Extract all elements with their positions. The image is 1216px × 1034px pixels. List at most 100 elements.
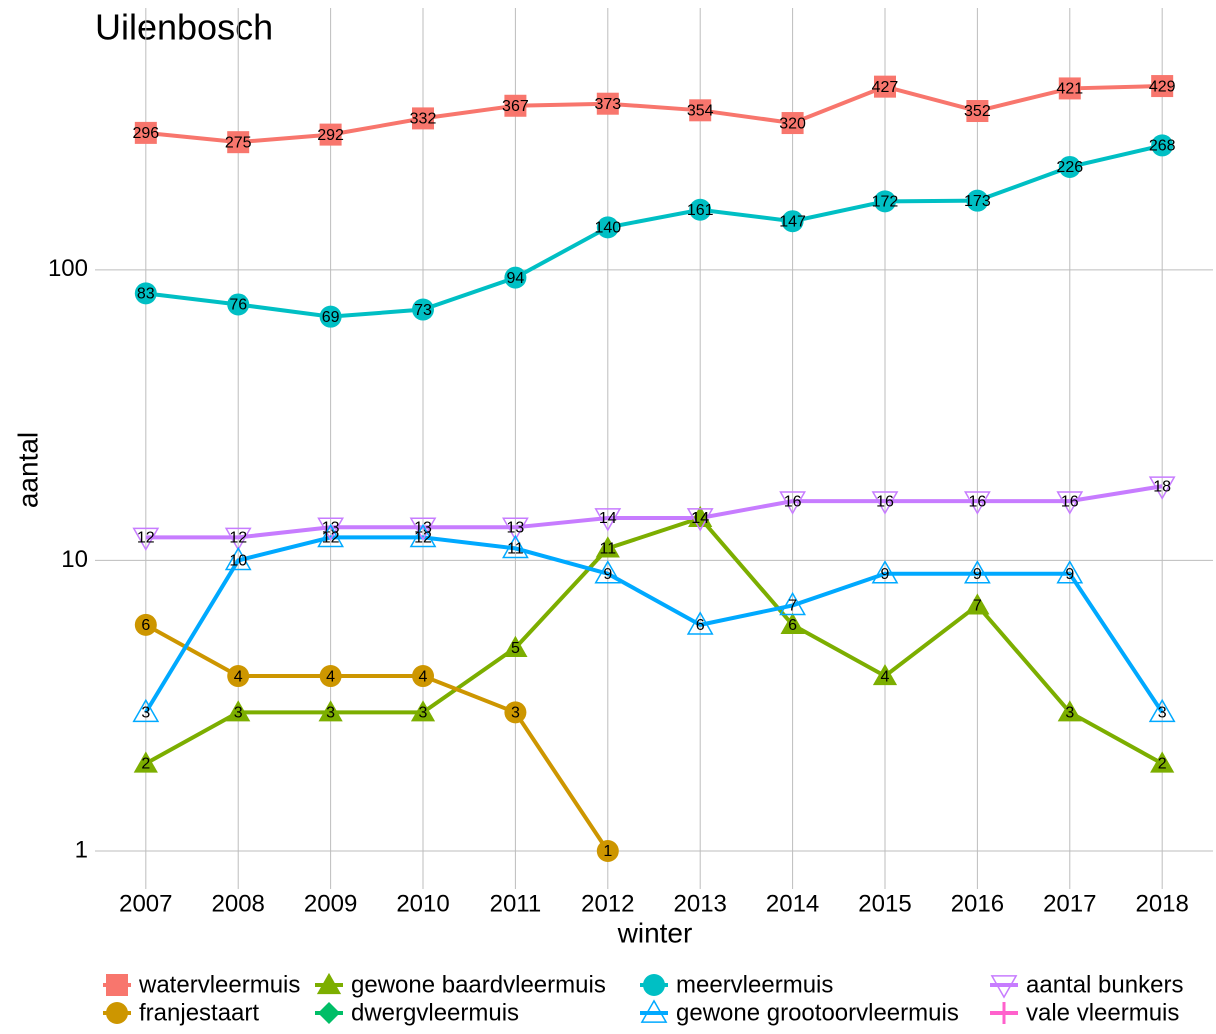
legend-label: gewone grootoorvleermuis (676, 999, 959, 1026)
marker (871, 491, 899, 515)
legend-item: dwergvleermuis (315, 999, 519, 1026)
marker (134, 613, 157, 636)
marker (133, 751, 158, 773)
legend-item: watervleermuis (103, 971, 300, 998)
legend-label: watervleermuis (138, 971, 300, 998)
series-line (144, 623, 610, 853)
series-line (145, 84, 1163, 145)
marker (1148, 698, 1176, 723)
x-tick-label: 2013 (674, 890, 727, 917)
data-label: 18 (1153, 478, 1171, 495)
data-label: 172 (872, 194, 899, 211)
data-label: 13 (507, 520, 525, 537)
data-label: 4 (326, 668, 335, 685)
legend-label: vale vleermuis (1026, 999, 1179, 1026)
marker (1057, 700, 1082, 722)
legend-label: dwergvleermuis (351, 999, 519, 1026)
data-label: 354 (687, 103, 714, 120)
marker (594, 560, 622, 584)
data-label: 296 (132, 125, 159, 142)
marker (963, 560, 991, 584)
data-label: 7 (788, 598, 797, 615)
data-label: 10 (229, 553, 247, 570)
data-label: 173 (964, 193, 991, 210)
data-label: 16 (784, 493, 802, 510)
marker (106, 1002, 128, 1024)
x-tick-label: 2009 (304, 890, 357, 917)
data-label: 3 (326, 705, 335, 722)
x-tick-label: 2008 (212, 890, 265, 917)
data-label: 16 (876, 493, 894, 510)
data-label: 292 (317, 127, 344, 144)
marker (134, 121, 157, 144)
data-label: 4 (419, 668, 428, 685)
chart-title: Uilenbosch (95, 7, 273, 48)
legend-item: gewone grootoorvleermuis (640, 999, 959, 1026)
marker (1151, 134, 1174, 157)
data-label: 12 (322, 530, 340, 547)
series-line (145, 484, 1163, 540)
data-label: 352 (964, 103, 991, 120)
marker (1056, 491, 1084, 515)
data-label: 3 (511, 705, 520, 722)
marker (409, 523, 437, 548)
data-label: 16 (1061, 493, 1079, 510)
marker (317, 523, 345, 548)
data-label: 268 (1149, 138, 1176, 155)
marker (595, 536, 620, 558)
marker (963, 491, 991, 515)
data-label: 3 (419, 705, 428, 722)
series-line (145, 143, 1163, 319)
data-label: 161 (687, 202, 714, 219)
series-line (144, 535, 1164, 714)
data-label: 12 (137, 530, 155, 547)
marker (227, 665, 250, 688)
data-label: 3 (141, 705, 150, 722)
data-label: 332 (410, 111, 437, 128)
data-label: 2 (141, 756, 150, 773)
marker (993, 1002, 1015, 1024)
x-tick-label: 2018 (1135, 890, 1188, 917)
marker (780, 612, 805, 634)
data-label: 140 (594, 220, 621, 237)
series-line (144, 515, 1164, 766)
marker (319, 123, 342, 146)
marker (689, 99, 712, 122)
data-label: 3 (234, 705, 243, 722)
marker (504, 266, 527, 289)
marker (318, 700, 343, 722)
marker (873, 75, 896, 98)
data-label: 6 (788, 617, 797, 634)
data-label: 73 (414, 302, 432, 319)
marker (319, 665, 342, 688)
marker (134, 282, 157, 305)
marker (502, 517, 529, 541)
marker (1150, 751, 1175, 773)
marker (227, 131, 250, 154)
x-tick-label: 2015 (858, 890, 911, 917)
legend-item: franjestaart (103, 999, 259, 1026)
data-label: 14 (691, 510, 709, 527)
data-label: 4 (234, 668, 243, 685)
marker (596, 92, 619, 115)
marker (1058, 155, 1081, 178)
data-label: 9 (603, 566, 612, 583)
marker (409, 517, 437, 541)
marker (224, 527, 252, 552)
marker (1151, 75, 1174, 98)
marker (596, 840, 619, 863)
marker (503, 635, 528, 657)
data-label: 14 (599, 510, 617, 527)
marker (106, 974, 128, 996)
y-axis-label: aantal (12, 432, 43, 508)
data-label: 1 (603, 843, 612, 860)
data-label: 7 (973, 598, 982, 615)
marker (227, 293, 250, 316)
data-label: 12 (229, 530, 247, 547)
data-label: 16 (968, 493, 986, 510)
marker (224, 546, 252, 571)
marker (412, 107, 435, 130)
marker (132, 527, 160, 552)
legend-label: franjestaart (139, 999, 259, 1026)
marker (410, 700, 436, 722)
